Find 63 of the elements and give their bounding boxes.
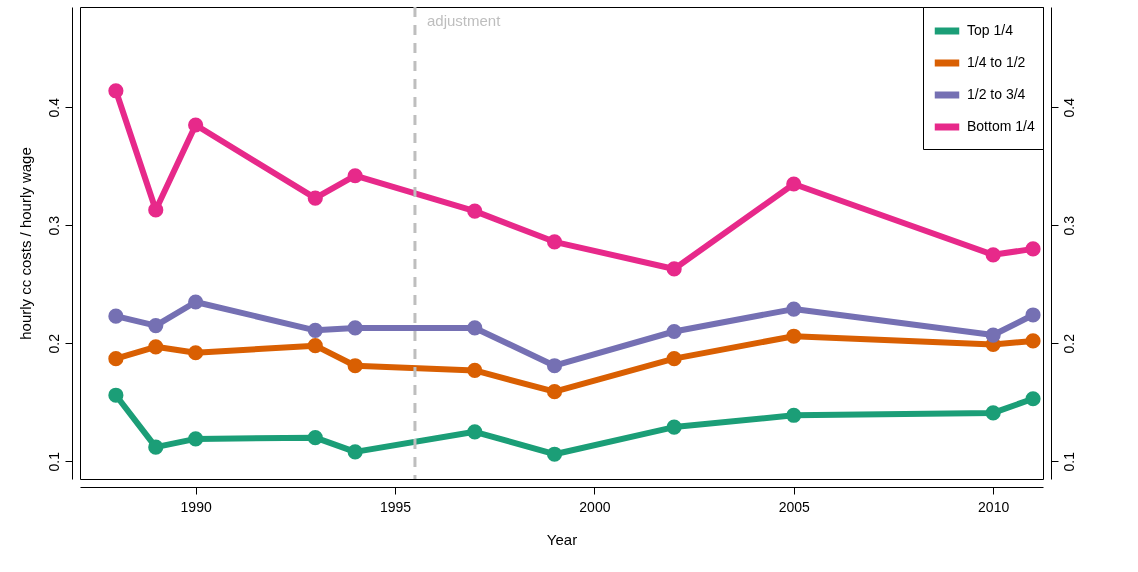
point [546, 358, 563, 374]
point [1025, 391, 1041, 407]
legend-label: 1/2 to 3/4 [967, 86, 1026, 102]
x-tick-label: 1995 [379, 498, 412, 515]
point [467, 362, 483, 379]
point [546, 446, 563, 462]
point [347, 358, 363, 374]
point [108, 308, 124, 324]
point [985, 327, 1001, 343]
x-tick-label: 1990 [180, 498, 212, 515]
legend-label: Bottom 1/4 [967, 118, 1035, 134]
x-tick-label: 2005 [778, 498, 811, 515]
point [148, 318, 164, 334]
point [546, 384, 563, 400]
point [108, 83, 124, 99]
y2-tick-label: 0.3 [1060, 215, 1077, 236]
point [786, 301, 802, 317]
point [985, 247, 1001, 263]
point [1025, 241, 1041, 257]
point [347, 320, 363, 336]
point [546, 234, 563, 250]
point [786, 176, 802, 192]
point [148, 439, 164, 455]
y-tick-label: 0.4 [45, 97, 62, 118]
y2-tick-label: 0.1 [1060, 451, 1077, 472]
point [985, 405, 1001, 421]
y-axis-title: hourly cc costs / hourly wage [16, 147, 34, 340]
point [467, 203, 483, 219]
point [307, 322, 323, 338]
point [666, 261, 682, 277]
point [347, 168, 363, 184]
point [666, 351, 682, 367]
point [108, 351, 124, 367]
point [666, 323, 682, 340]
legend-label: Top 1/4 [967, 22, 1014, 38]
point [188, 345, 204, 361]
ref-line-label: adjustment [426, 12, 502, 29]
point [307, 430, 323, 446]
point [148, 202, 164, 218]
point [188, 117, 204, 133]
point [148, 339, 164, 355]
x-tick-label: 2010 [978, 498, 1010, 515]
point [467, 424, 483, 440]
point [666, 419, 682, 435]
point [1025, 307, 1041, 323]
point [188, 294, 204, 310]
point [347, 444, 363, 460]
point [467, 320, 483, 336]
y-tick-label: 0.3 [45, 215, 62, 236]
x-axis-title: Year [546, 530, 578, 548]
point [786, 407, 802, 423]
point [1025, 333, 1041, 349]
point [307, 338, 323, 354]
y-tick-label: 0.2 [45, 333, 62, 354]
y2-tick-label: 0.2 [1060, 333, 1077, 354]
y2-tick-label: 0.4 [1060, 97, 1077, 118]
point [786, 328, 802, 344]
point [307, 190, 323, 206]
point [108, 387, 124, 403]
x-tick-label: 2000 [579, 498, 611, 515]
y-tick-label: 0.1 [45, 451, 62, 472]
legend-label: 1/4 to 1/2 [967, 54, 1026, 70]
point [188, 431, 204, 447]
